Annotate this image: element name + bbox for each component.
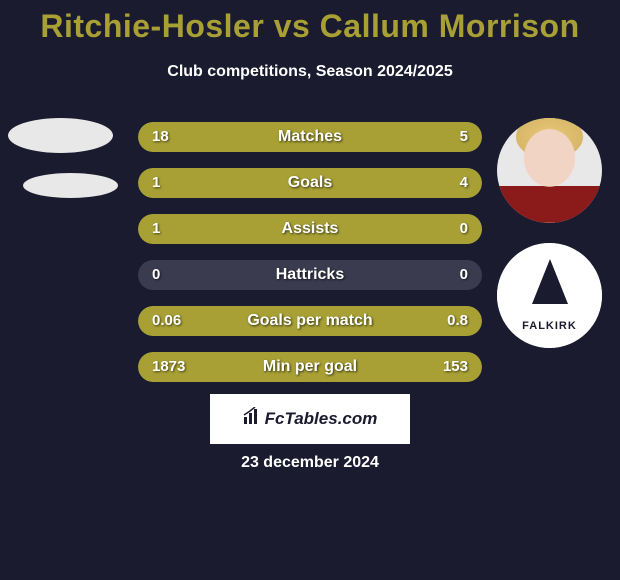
right-avatars: FALKIRK — [497, 118, 602, 368]
player-face-graphic — [497, 118, 602, 223]
page-title: Ritchie-Hosler vs Callum Morrison — [0, 0, 620, 45]
brand-text: FcTables.com — [265, 409, 378, 428]
right-player-avatar — [497, 118, 602, 223]
club-logo-graphic: FALKIRK — [497, 243, 602, 348]
stat-label: Matches — [138, 122, 482, 152]
stats-container: 185Matches 14Goals 10Assists 00Hattricks 0.0… — [138, 122, 482, 398]
stat-label: Assists — [138, 214, 482, 244]
stat-label: Min per goal — [138, 352, 482, 382]
stat-row: 00Hattricks — [138, 260, 482, 290]
stat-label: Hattricks — [138, 260, 482, 290]
chart-icon — [243, 395, 261, 445]
brand-badge: FcTables.com — [210, 394, 410, 444]
date-text: 23 december 2024 — [0, 454, 620, 472]
stat-row: 0.060.8Goals per match — [138, 306, 482, 336]
stat-label: Goals — [138, 168, 482, 198]
left-avatars — [8, 118, 118, 198]
right-club-avatar: FALKIRK — [497, 243, 602, 348]
stat-row: 185Matches — [138, 122, 482, 152]
stat-row: 1873153Min per goal — [138, 352, 482, 382]
subtitle: Club competitions, Season 2024/2025 — [0, 63, 620, 81]
left-player-avatar-placeholder — [8, 118, 113, 153]
club-logo-text: FALKIRK — [497, 320, 602, 332]
stat-label: Goals per match — [138, 306, 482, 336]
stat-row: 14Goals — [138, 168, 482, 198]
left-club-avatar-placeholder — [23, 173, 118, 198]
stat-row: 10Assists — [138, 214, 482, 244]
